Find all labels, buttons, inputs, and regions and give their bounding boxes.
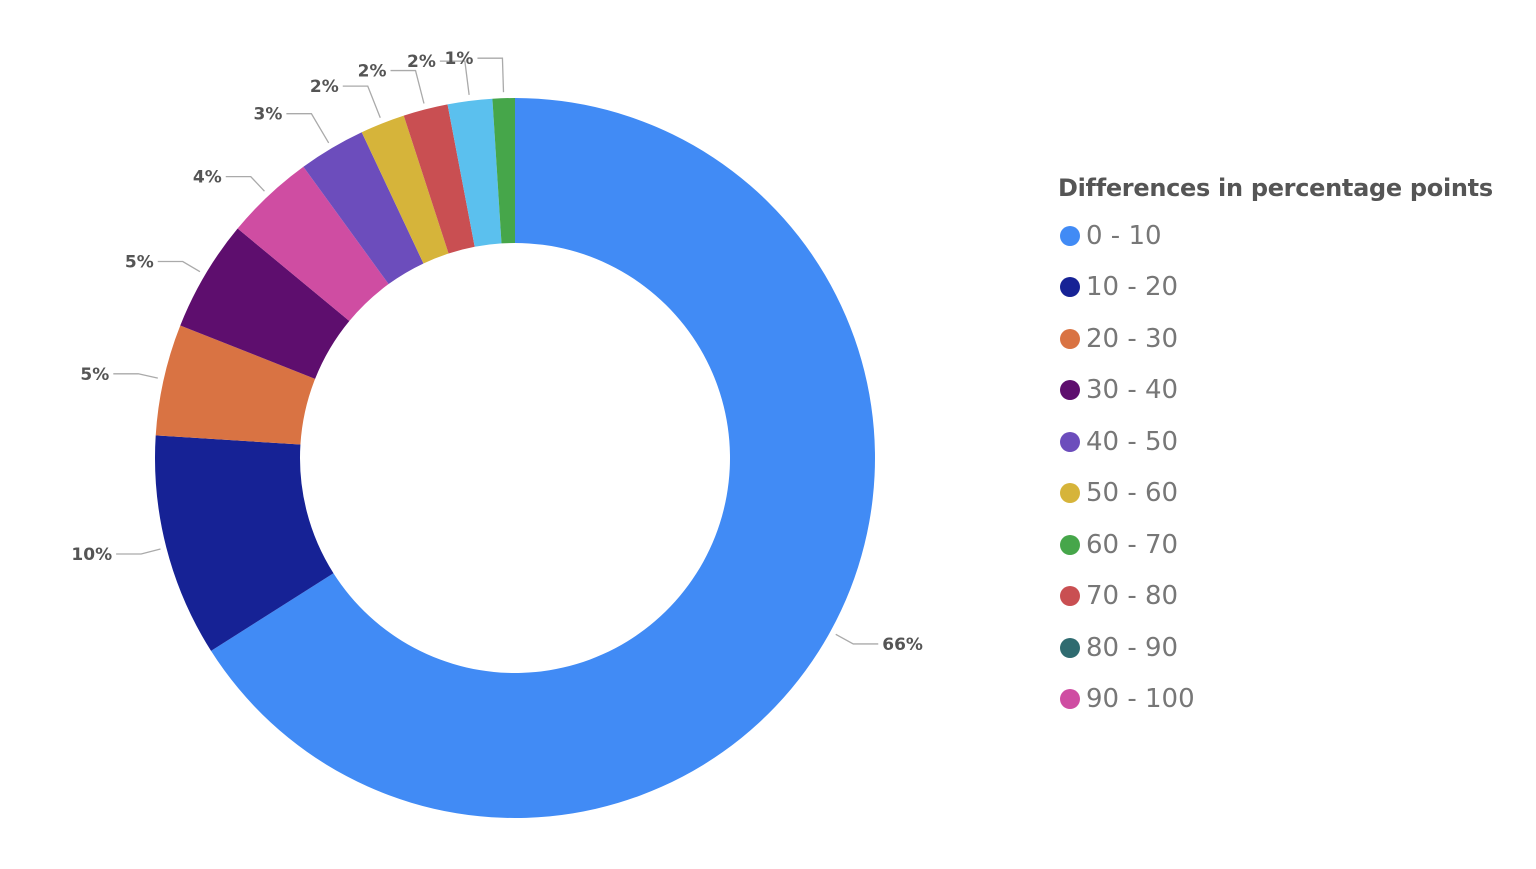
legend-item[interactable]: 10 - 20 [1058,262,1493,314]
data-label: 1% [445,49,474,69]
legend: Differences in percentage points 0 - 10 1… [1058,174,1493,725]
legend-marker-icon [1060,431,1080,452]
donut-slice[interactable] [447,98,502,247]
donut-slice[interactable] [180,228,350,379]
data-label: 2% [310,77,339,97]
data-label: 2% [407,52,436,72]
donut-slice[interactable] [211,98,875,818]
legend-marker-icon [1060,534,1080,555]
legend-item[interactable]: 50 - 60 [1058,468,1493,520]
legend-label: 40 - 50 [1086,426,1179,457]
donut-slice[interactable] [403,104,475,254]
legend-item[interactable]: 60 - 70 [1058,519,1493,571]
legend-item[interactable]: 20 - 30 [1058,313,1493,365]
legend-item[interactable]: 30 - 40 [1058,365,1493,417]
donut-slice[interactable] [492,98,515,244]
leader-line [390,69,425,104]
legend-label: 80 - 90 [1086,632,1179,663]
legend-marker-icon [1060,277,1080,298]
donut-chart: 66% 10% 5% 5% 4% 3% 2% 2% 2% 1% [71,49,923,818]
leader-line [477,57,505,93]
donut-slice[interactable] [361,115,449,264]
data-label: 5% [80,365,109,385]
legend-marker-icon [1060,689,1080,710]
legend-item[interactable]: 40 - 50 [1058,416,1493,468]
legend-label: 20 - 30 [1086,323,1179,354]
legend-item[interactable]: 0 - 10 [1058,210,1493,262]
legend-label: 70 - 80 [1086,581,1179,612]
data-label: 5% [125,253,154,273]
legend-title: Differences in percentage points [1058,174,1493,202]
legend-marker-icon [1060,380,1080,401]
legend-marker-icon [1060,483,1080,504]
data-label: 10% [71,545,112,565]
leader-line [157,260,201,273]
legend-label: 90 - 100 [1086,684,1195,715]
donut-slice[interactable] [237,166,389,321]
legend-item[interactable]: 70 - 80 [1058,571,1493,623]
leader-line [225,175,265,192]
data-label: 2% [358,62,387,82]
leader-line [113,373,158,379]
donut-slice[interactable] [155,435,334,651]
donut-slice[interactable] [303,132,424,285]
legend-label: 50 - 60 [1086,478,1179,509]
legend-label: 10 - 20 [1086,272,1179,303]
legend-marker-icon [1060,637,1080,658]
legend-marker-icon [1060,586,1080,607]
legend-label: 30 - 40 [1086,375,1179,406]
leader-line [286,113,330,144]
donut-slice[interactable] [155,325,316,445]
leader-line [116,548,161,555]
leader-line [439,60,470,95]
legend-label: 60 - 70 [1086,529,1179,560]
legend-marker-icon [1060,225,1080,246]
data-label: 4% [193,168,222,188]
leader-line [835,633,879,645]
data-label: 66% [882,635,923,655]
data-label: 3% [254,105,283,125]
legend-marker-icon [1060,328,1080,349]
leader-line [342,85,381,118]
legend-item[interactable]: 80 - 90 [1058,622,1493,674]
legend-item[interactable]: 90 - 100 [1058,674,1493,726]
legend-label: 0 - 10 [1086,220,1162,251]
